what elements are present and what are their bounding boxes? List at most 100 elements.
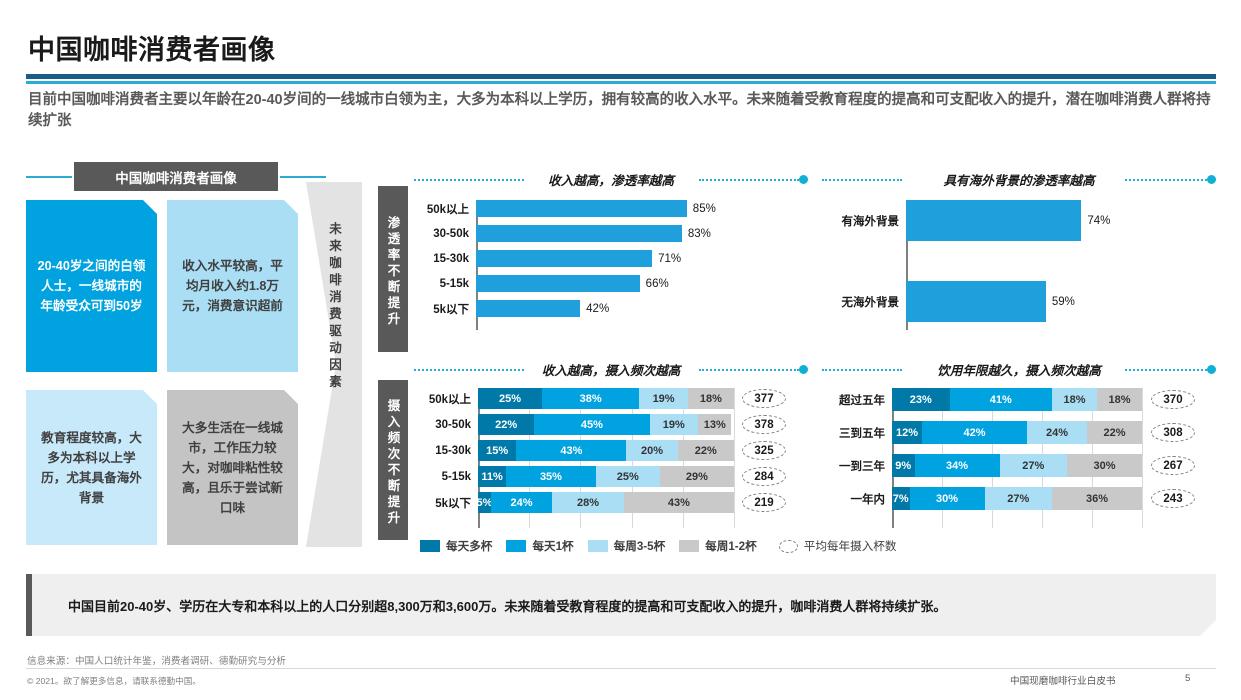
dotted-rule-left [414, 179, 524, 181]
annotation-badge: 243 [1142, 489, 1204, 508]
left-panel-badge-wrap: 中国咖啡消费者画像 [26, 162, 326, 192]
stacked-bar-segment: 11% [478, 466, 507, 487]
bar-category-label: 5k以下 [433, 303, 469, 316]
dot-endcap-icon [1207, 365, 1216, 374]
stacked-bar: 9% 34% 27% 30% [892, 454, 1142, 477]
chart-bar-row: 30-50k 83% [414, 225, 808, 242]
bar-category-label: 15-30k [433, 252, 469, 265]
bar-track: 71% [476, 250, 808, 267]
bar-category-label: 一年内 [850, 493, 886, 506]
fact-box-age-label: 20-40岁之间的白领人士，一线城市的年龄受众可到50岁 [37, 259, 146, 313]
annotation-badge-value: 377 [742, 389, 786, 408]
stacked-bar-segment: 23% [892, 388, 950, 411]
dot-endcap-icon [1207, 175, 1216, 184]
chart-header: 饮用年限越久，摄入频次越高 [822, 360, 1216, 380]
bar-value-label: 71% [658, 252, 682, 265]
vertical-strip-penetration-label: 渗透率不断提升 [385, 216, 400, 328]
chart-header: 收入越高，摄入频次越高 [414, 360, 808, 380]
bar-category-label: 无海外背景 [841, 296, 900, 309]
stacked-bar-segment: 18% [687, 388, 734, 409]
bar-value-label: 74% [1087, 214, 1111, 227]
bar-category-label: 超过五年 [839, 394, 885, 407]
stacked-bar: 5%24%28%43% [478, 492, 734, 513]
stacked-bar-segment: 45% [534, 414, 650, 435]
stacked-bar-segment: 22% [478, 414, 535, 435]
bar-fill [476, 225, 682, 242]
bar-value-label: 66% [645, 277, 669, 290]
stacked-bar: 7% 30% 27% 36% [892, 487, 1142, 510]
annotation-badge-value: 378 [742, 415, 786, 434]
annotation-badge: 378 [734, 415, 794, 434]
annotation-badge-value: 308 [1151, 423, 1195, 442]
stacked-bar-segment: 27% [999, 454, 1067, 477]
chart-gridline [734, 388, 735, 528]
header-rule-light [26, 81, 1216, 84]
stacked-bar-segment: 30% [909, 487, 985, 510]
stacked-bar: 12% 42% 24% 22% [892, 421, 1142, 444]
dotted-rule-left [822, 369, 902, 371]
fact-box-income: 收入水平较高，平均月收入约1.8万元，消费意识超前 [167, 200, 298, 372]
bar-fill [906, 281, 1046, 322]
annotation-badge-value: 267 [1151, 456, 1195, 475]
footer-page-number: 5 [1185, 673, 1191, 684]
dot-endcap-icon [799, 365, 808, 374]
bar-category-label: 30-50k [433, 227, 469, 240]
bar-fill [476, 250, 653, 267]
chart-frequency-by-years: 饮用年限越久，摄入频次越高 超过五年 23% 41% 18% 18% 370 三到五年 12%… [822, 360, 1216, 528]
bar-category-label: 5-15k [439, 277, 469, 290]
fact-box-income-label: 收入水平较高，平均月收入约1.8万元，消费意识超前 [182, 259, 283, 313]
legend-annotation-label: 平均每年摄入杯数 [803, 540, 897, 553]
dotted-rule-left [822, 179, 902, 181]
vertical-strip-frequency-label: 摄入频次不断提升 [385, 399, 400, 527]
annotation-badge: 308 [1142, 423, 1204, 442]
annotation-badge-value: 284 [742, 467, 786, 486]
bar-fill [476, 275, 640, 292]
dot-endcap-icon [799, 175, 808, 184]
page-title: 中国咖啡消费者画像 [28, 35, 276, 65]
chart-bar-row: 超过五年 23% 41% 18% 18% 370 [822, 388, 1216, 411]
annotation-badge: 325 [734, 441, 794, 460]
bottom-callout: 中国目前20-40岁、学历在大专和本科以上的人口分别超8,300万和3,600万… [26, 574, 1216, 636]
stacked-bar-segment: 19% [639, 388, 688, 409]
annotation-badge: 267 [1142, 456, 1204, 475]
fact-box-lifestyle-label: 大多生活在一线城市，工作压力较大，对咖啡粘性较高，且乐于尝试新口味 [182, 420, 283, 515]
fact-box-education: 教育程度较高，大多为本科以上学历，尤其具备海外背景 [26, 390, 157, 545]
chart-plot-area: 超过五年 23% 41% 18% 18% 370 三到五年 12% 42% 24% 22% 308 一到… [822, 388, 1216, 528]
legend-item[interactable]: 每周1-2杯 [679, 538, 757, 554]
stacked-bar-segment: 41% [949, 388, 1052, 411]
legend-label: 每天多杯 [446, 540, 493, 553]
legend-label: 每周3-5杯 [613, 540, 666, 553]
legend-item[interactable]: 每周3-5杯 [587, 538, 666, 554]
legend-item[interactable]: 每天多杯 [420, 538, 492, 554]
stacked-bar-segment: 19% [649, 414, 699, 435]
stacked-bar-segment: 24% [1027, 421, 1087, 444]
legend-item[interactable]: 每天1杯 [506, 538, 574, 554]
footer-document-title: 中国现磨咖啡行业白皮书 [1010, 676, 1116, 687]
chart-plot-area: 50k以上 85% 30-50k 83% 15-30k 71% 5-15k 66% 5k以下 42… [414, 200, 808, 330]
stacked-bar-segment: 29% [659, 466, 734, 487]
chart-gridline [1142, 388, 1143, 528]
chart-bar-row: 一年内 7% 30% 27% 36% 243 [822, 487, 1216, 510]
chart-bar-row: 三到五年 12% 42% 24% 22% 308 [822, 421, 1216, 444]
stacked-bar-segment: 13% [698, 414, 732, 435]
badge-rule-right [280, 176, 326, 178]
stacked-bar-segment: 12% [892, 421, 922, 444]
annotation-badge: 370 [1142, 390, 1204, 409]
legend-swatch [506, 540, 527, 552]
annotation-badge-value: 370 [1151, 390, 1195, 409]
stacked-bar-segment: 7% [892, 487, 910, 510]
bar-category-label: 一到三年 [839, 460, 885, 473]
bar-category-label: 5k以下 [435, 497, 471, 510]
stacked-bar: 15% 43% 20% 22% [478, 440, 734, 461]
bar-fill [476, 300, 581, 317]
dotted-rule-left [414, 369, 524, 371]
chart-title: 饮用年限越久，摄入频次越高 [937, 364, 1101, 378]
stacked-bar-segment: 43% [516, 440, 627, 461]
chart-bar-row: 无海外背景 59% [822, 281, 1216, 322]
copyright-note: © 2021。欲了解更多信息，请联系德勤中国。 [27, 676, 201, 686]
chart-bar-row: 50k以上 85% [414, 200, 808, 217]
chart-bar-row: 一到三年 9% 34% 27% 30% 267 [822, 454, 1216, 477]
annotation-badge: 219 [734, 493, 794, 512]
stacked-bar: 22% 45% 19% 13% [478, 414, 734, 435]
